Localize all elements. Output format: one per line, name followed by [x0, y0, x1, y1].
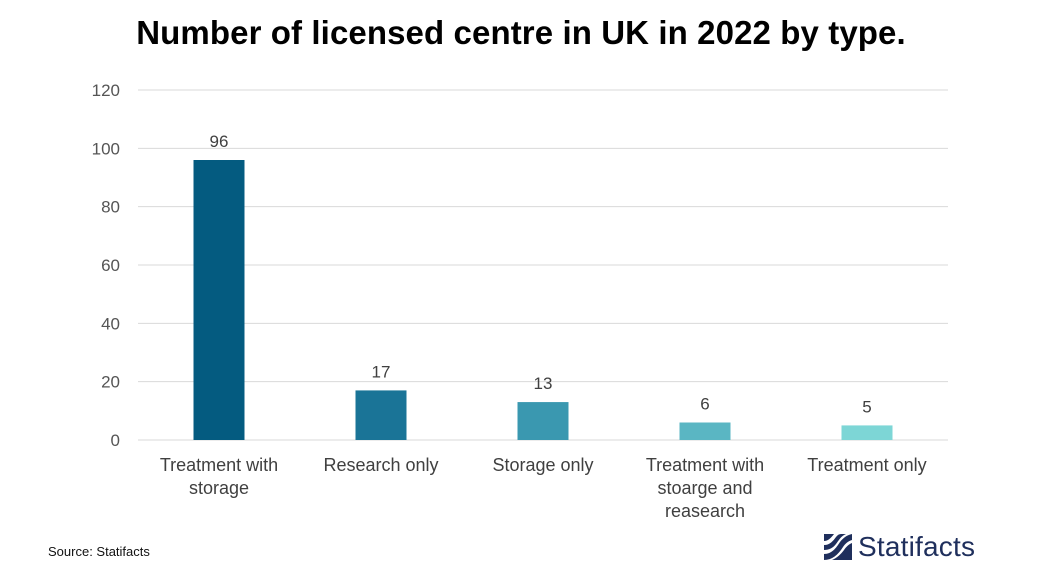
x-tick-label-line: Treatment only [807, 455, 926, 475]
x-tick-label-line: Storage only [492, 455, 593, 475]
chart-title: Number of licensed centre in UK in 2022 … [136, 14, 906, 51]
x-tick-label: Research only [323, 455, 438, 475]
data-label: 96 [210, 132, 229, 151]
y-tick-label: 80 [101, 198, 120, 217]
x-tick-label: Treatment only [807, 455, 926, 475]
bar [193, 160, 245, 440]
x-tick-label-line: reasearch [665, 501, 745, 521]
x-axis-labels: Treatment with storage Research only Storag… [160, 455, 927, 521]
x-tick-label-line: Research only [323, 455, 438, 475]
y-tick-label: 120 [92, 81, 120, 100]
x-tick-label-line: storage [189, 478, 249, 498]
x-tick-label-line: Treatment with [646, 455, 764, 475]
x-tick-label: Storage only [492, 455, 593, 475]
x-tick-label: Treatment with stoarge and reasearch [646, 455, 764, 521]
x-tick-label-line: Treatment with [160, 455, 278, 475]
bar [679, 422, 731, 440]
data-labels: 96 17 13 6 5 [210, 132, 872, 416]
brand-name: Statifacts [858, 531, 976, 562]
bar [841, 425, 893, 440]
y-tick-label: 100 [92, 139, 120, 158]
bar [517, 402, 569, 440]
statifacts-logo-icon [824, 534, 852, 560]
bar [355, 390, 407, 440]
data-label: 5 [862, 397, 871, 416]
y-tick-label: 60 [101, 256, 120, 275]
gridlines [138, 89, 948, 441]
data-label: 17 [372, 362, 391, 381]
y-tick-label: 20 [101, 373, 120, 392]
y-axis-ticks: 0 20 40 60 80 100 120 [92, 81, 120, 450]
y-tick-label: 40 [101, 314, 120, 333]
bars [193, 160, 893, 440]
source-note: Source: Statifacts [48, 544, 150, 559]
x-tick-label: Treatment with storage [160, 455, 278, 498]
data-label: 6 [700, 395, 709, 414]
brand-logo: Statifacts [822, 530, 975, 564]
data-label: 13 [534, 374, 553, 393]
y-tick-label: 0 [111, 431, 120, 450]
x-tick-label-line: stoarge and [657, 478, 752, 498]
